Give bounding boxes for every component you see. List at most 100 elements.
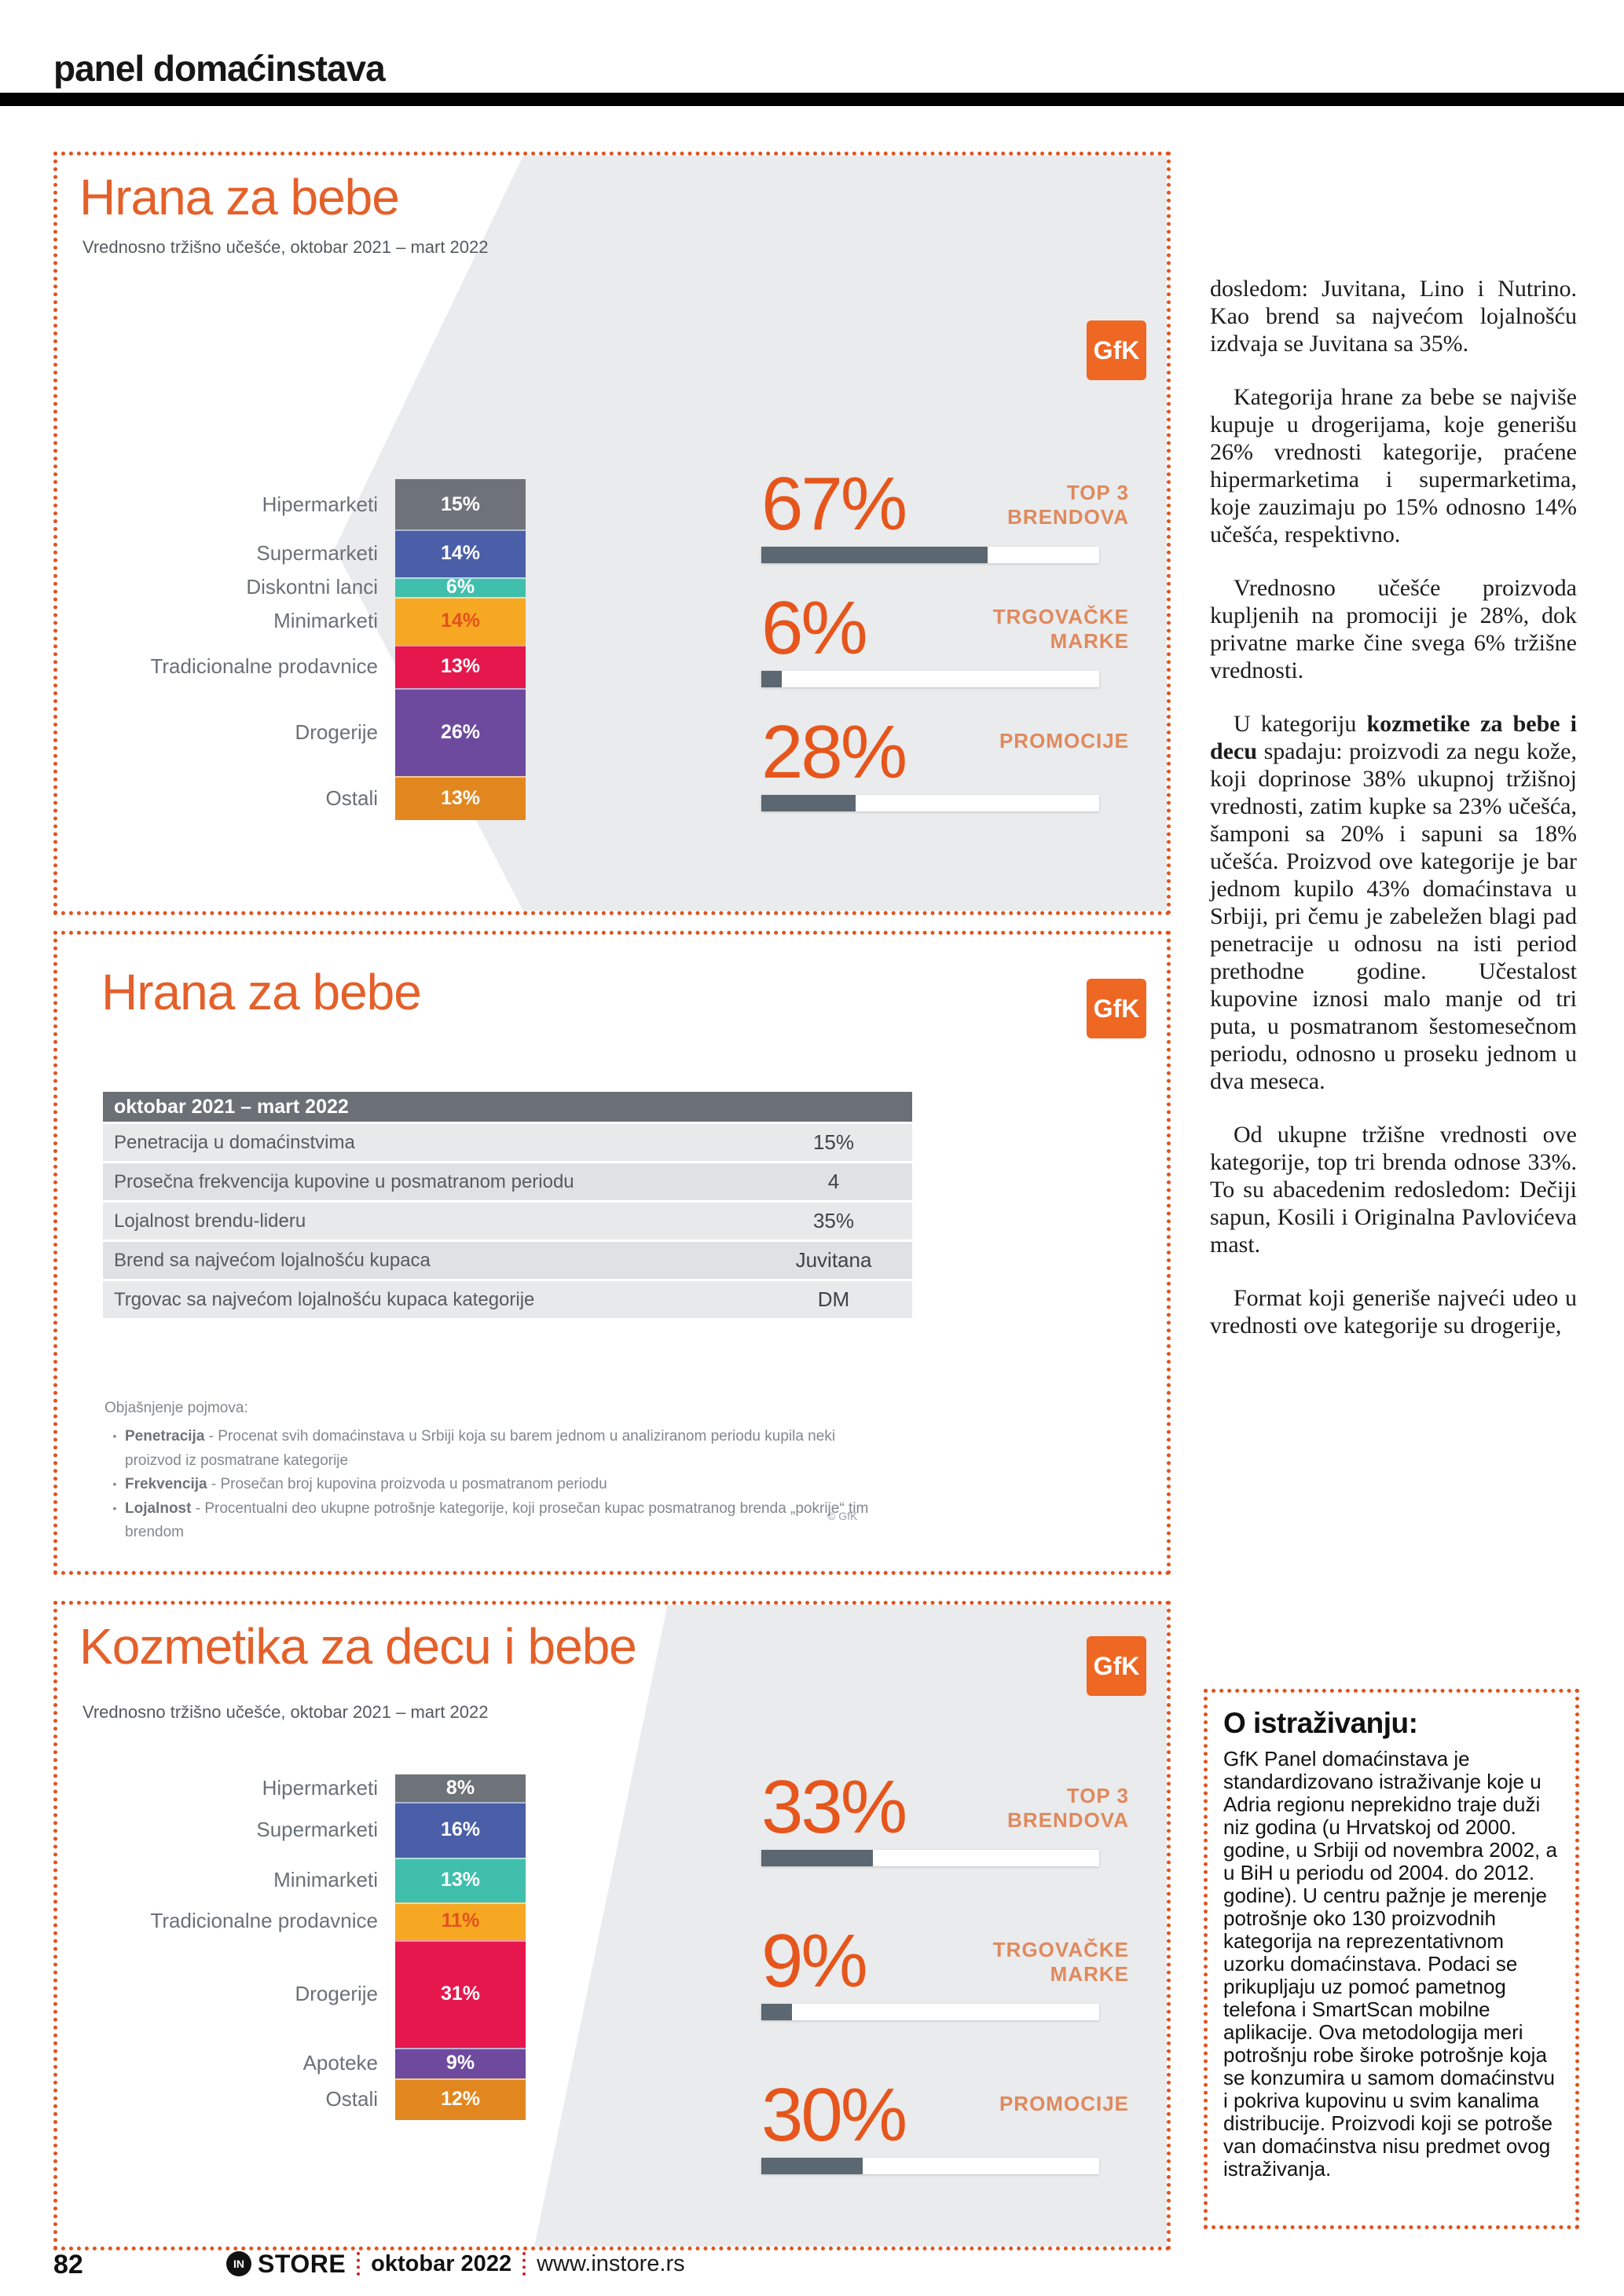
glossary-heading: Objašnjenje pojmova: (104, 1400, 248, 1416)
table-row: Prosečna frekvencija kupovine u posmatra… (103, 1163, 912, 1200)
stat-progress-fill (761, 2158, 863, 2175)
stat-block: 6% TRGOVAČKE MARKE (761, 590, 1129, 718)
stat-label: PROMOCIJE (999, 2092, 1129, 2115)
bullet-icon: • (112, 1501, 117, 1514)
article-text-run: dosledom: Juvitana, Lino i Nutrino. Kao … (1210, 276, 1577, 357)
glossary-definition: Frekvencija - Prosečan broj kupovina pro… (125, 1476, 607, 1493)
article-text-run: Kategorija hrane za bebe se najviše kupu… (1210, 384, 1577, 547)
about-heading: O istraživanju: (1223, 1707, 1418, 1739)
table-row: Brend sa najvećom lojalnošću kupaca Juvit… (103, 1242, 912, 1279)
table-row-value: 15% (812, 1130, 855, 1154)
stat-value: 67% (761, 462, 907, 546)
article-text-run: Format koji generiše najveći udeo u vred… (1210, 1285, 1577, 1338)
stat-callouts: 33% TOP 3 BRENDOVA 9% TRGOVAČKE MARKE 30% PRO… (761, 1765, 1129, 2235)
article-text-run: Od ukupne tržišne vrednosti ove kategori… (1210, 1122, 1577, 1258)
article-text-run: Vrednosno učešće proizvoda kupljenih na … (1210, 575, 1577, 683)
stat-value: 33% (761, 1765, 907, 1849)
channel-bar-segment: 31% (395, 1940, 526, 2048)
about-research-box: O istraživanju: GfK Panel domaćinstava j… (1204, 1689, 1579, 2229)
article-paragraph: Od ukupne tržišne vrednosti ove kategori… (1210, 1121, 1577, 1258)
table-row-label: Trgovac sa najvećom lojalnošću kupaca ka… (114, 1288, 535, 1310)
channel-bar-segment: 13% (395, 644, 526, 689)
page-footer: 82 IN STORE oktobar 2022 www.instore.rs (0, 2247, 1624, 2283)
channel-share-row: Apoteke 9% (57, 2047, 526, 2079)
bullet-icon: • (112, 1478, 117, 1491)
article-bold-run: kozmetike za bebe i decu (1210, 711, 1578, 764)
table-row: Penetracija u domaćinstvima 15% (103, 1124, 912, 1161)
stat-label: TRGOVAČKE MARKE (992, 605, 1129, 654)
channel-share-row: Drogerije 26% (57, 688, 526, 777)
stat-progress-track (761, 547, 1099, 564)
channel-label: Tradicionalne prodavnice (150, 1909, 378, 1933)
chart-subtitle: Vrednosno tržišno učešće, oktobar 2021 –… (82, 237, 489, 257)
stat-block: 28% PROMOCIJE (761, 710, 1129, 842)
glossary-definition: Penetracija - Procenat svih domaćinstava… (125, 1428, 836, 1469)
channel-label: Drogerije (295, 1981, 379, 2005)
channel-label: Minimarketi (273, 608, 378, 632)
channel-bar-segment: 14% (395, 529, 526, 577)
stat-label: TOP 3 BRENDOVA (1007, 481, 1129, 529)
stat-progress-fill (761, 547, 988, 564)
channel-bar-segment: 16% (395, 1802, 526, 1858)
channel-share-row: Drogerije 31% (57, 1940, 526, 2048)
stat-label: TRGOVAČKE MARKE (992, 1938, 1129, 1987)
instore-circle-logo: IN (226, 2251, 251, 2276)
article-paragraph: dosledom: Juvitana, Lino i Nutrino. Kao … (1210, 275, 1577, 357)
table-row: Lojalnost brendu-lideru 35% (103, 1203, 912, 1240)
channel-bar-segment: 12% (395, 2078, 526, 2120)
channel-share-row: Tradicionalne prodavnice 11% (57, 1902, 526, 1941)
channel-label: Minimarketi (273, 1867, 378, 1891)
channel-share-chart: Hipermarketi 15% Supermarketi 14% Diskontni … (57, 479, 526, 820)
article-paragraph: U kategoriju kozmetike za bebe i decu sp… (1210, 710, 1577, 1095)
article-text-column: dosledom: Juvitana, Lino i Nutrino. Kao … (1210, 275, 1577, 1339)
stat-block: 9% TRGOVAČKE MARKE (761, 1919, 1129, 2081)
kpi-table: oktobar 2021 – mart 2022 Penetracija u do… (103, 1092, 912, 1318)
stat-block: 30% PROMOCIJE (761, 2073, 1129, 2235)
channel-label: Tradicionalne prodavnice (150, 654, 378, 678)
masthead-rule (0, 93, 1624, 106)
glossary-definition: Lojalnost - Procentualni deo ukupne potr… (125, 1500, 869, 1540)
copyright-note: © GfK (827, 1510, 858, 1522)
table-row-value: 35% (812, 1209, 855, 1232)
channel-bar-segment: 15% (395, 479, 526, 530)
article-text-run: U kategoriju (1234, 711, 1367, 737)
table-row-label: Penetracija u domaćinstvima (114, 1131, 355, 1153)
channel-share-row: Minimarketi 13% (57, 1857, 526, 1902)
channel-bar-segment: 9% (395, 2047, 526, 2079)
gfk-logo: GfK (1087, 979, 1146, 1038)
channel-bar-segment: 6% (395, 576, 526, 598)
table-row-value: Juvitana (795, 1248, 872, 1272)
stat-value: 28% (761, 710, 907, 794)
page-number: 82 (53, 2250, 83, 2280)
stat-callouts: 67% TOP 3 BRENDOVA 6% TRGOVAČKE MARKE 28% PRO… (761, 462, 1129, 842)
section-title: panel domaćinstava (53, 48, 386, 89)
article-paragraph: Format koji generiše najveći udeo u vred… (1210, 1284, 1577, 1339)
stat-progress-track (761, 2158, 1099, 2175)
stat-value: 9% (761, 1919, 868, 2003)
channel-share-row: Ostali 12% (57, 2078, 526, 2120)
channel-label: Hipermarketi (262, 492, 378, 516)
chart-title: Hrana za bebe (79, 169, 400, 225)
stat-label: PROMOCIJE (999, 729, 1129, 753)
channel-label: Supermarketi (256, 541, 378, 566)
channel-share-row: Supermarketi 14% (57, 529, 526, 577)
store-wordmark: STORE (258, 2249, 346, 2278)
table-row-value: 4 (827, 1170, 840, 1193)
glossary-items: • Penetracija - Procenat svih domaćinstav… (104, 1425, 882, 1544)
channel-label: Apoteke (302, 2050, 378, 2074)
channel-bar-segment: 8% (395, 1774, 526, 1803)
dotted-separator (357, 2252, 361, 2276)
channel-bar-segment: 11% (395, 1902, 526, 1941)
chart-subtitle: Vrednosno tržišno učešće, oktobar 2021 –… (82, 1702, 489, 1722)
table-period-header: oktobar 2021 – mart 2022 (103, 1092, 912, 1122)
glossary-item: • Lojalnost - Procentualni deo ukupne pot… (104, 1497, 882, 1545)
stat-progress-fill (761, 1850, 873, 1867)
stat-value: 30% (761, 2073, 907, 2157)
channel-label: Ostali (325, 2087, 378, 2111)
channel-share-row: Hipermarketi 15% (57, 479, 526, 530)
table-row-label: Lojalnost brendu-lideru (114, 1210, 306, 1232)
stat-progress-track (761, 1850, 1099, 1867)
bullet-icon: • (112, 1430, 117, 1443)
stat-progress-track (761, 671, 1099, 688)
